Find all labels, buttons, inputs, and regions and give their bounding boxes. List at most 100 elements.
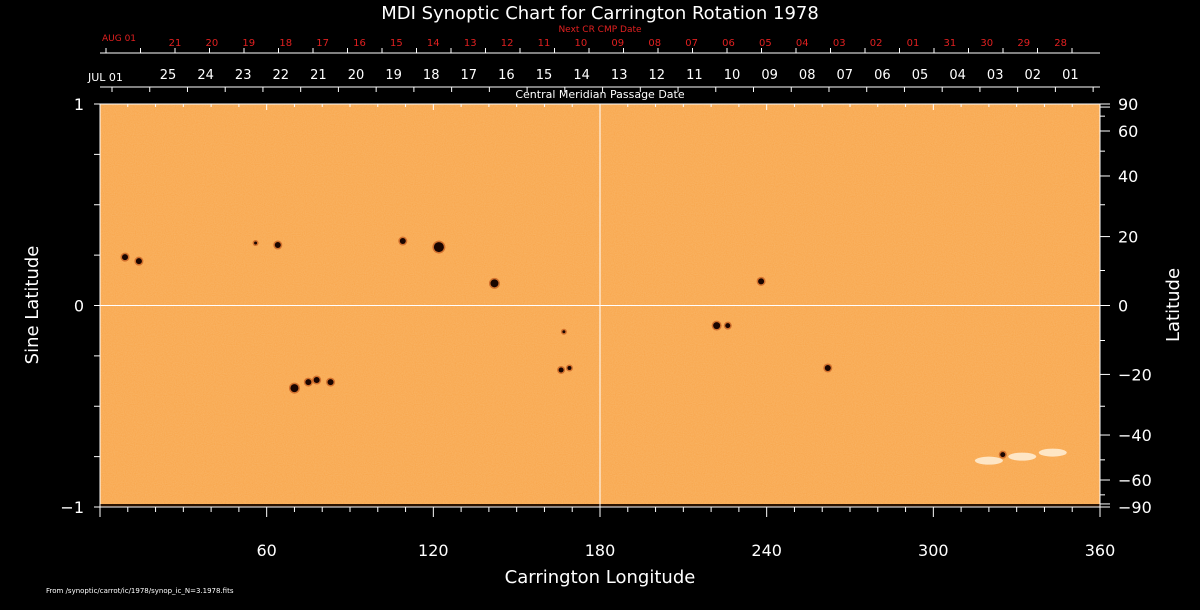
next-cmp-date-label: 11 <box>538 38 551 49</box>
y-axis-left: 1 0 −1 <box>60 95 100 517</box>
sunspots <box>120 236 1007 459</box>
cmp-date-label: 02 <box>1025 68 1042 83</box>
sunspot <box>327 379 334 386</box>
next-cmp-date-label: 08 <box>648 38 661 49</box>
sunspot <box>433 242 444 253</box>
cmp-date-label: 06 <box>874 68 891 83</box>
next-cmp-date-label: 19 <box>242 38 255 49</box>
y-tick-label-right: 60 <box>1118 122 1138 141</box>
sunspot <box>290 384 299 393</box>
y-tick-label-right: 90 <box>1118 95 1138 114</box>
white-patches <box>974 448 1067 465</box>
cmp-date-label: 11 <box>686 68 703 83</box>
cmp-date-label: 21 <box>310 68 327 83</box>
next-cmp-date-label: 15 <box>390 38 403 49</box>
cmp-date-label: 08 <box>799 68 816 83</box>
next-cmp-date-label: 14 <box>427 38 440 49</box>
next-cmp-date-label: 20 <box>206 38 219 49</box>
next-cmp-date-label: 06 <box>722 38 735 49</box>
next-cmp-axis: 21 20 19 18 17 16 15 14 13 12 11 10 09 08 07 06 05 04 03 02… <box>100 38 1100 54</box>
y-tick-label-right: 0 <box>1118 297 1128 316</box>
next-cmp-caption: Next CR CMP Date <box>558 25 642 35</box>
next-cmp-date-label: 04 <box>796 38 809 49</box>
next-cmp-date-label: 17 <box>316 38 329 49</box>
sunspot <box>122 254 128 261</box>
white-patch <box>974 456 1003 465</box>
next-cmp-date-label: 02 <box>870 38 883 49</box>
y-axis-label-left: Sine Latitude <box>22 246 43 365</box>
next-cmp-date-label: 31 <box>944 38 957 49</box>
next-cmp-start-label: AUG 01 <box>102 34 136 44</box>
cmp-start-label: JUL 01 <box>87 71 123 84</box>
y-axis-label-right: Latitude <box>1163 268 1184 342</box>
sunspot <box>558 367 564 373</box>
cmp-date-label: 22 <box>273 68 290 83</box>
sunspot <box>399 238 406 245</box>
y-tick-label-right: 20 <box>1118 228 1138 247</box>
next-cmp-date-label: 09 <box>611 38 624 49</box>
white-patch <box>1008 452 1037 461</box>
next-cmp-date-label: 03 <box>833 38 846 49</box>
sunspot <box>725 323 731 329</box>
next-cmp-date-label: 07 <box>685 38 698 49</box>
x-axis: 60 120 180 240 300 360 <box>99 104 1116 560</box>
cmp-date-label: 10 <box>724 68 741 83</box>
x-axis-label: Carrington Longitude <box>505 567 696 588</box>
chart-title: MDI Synoptic Chart for Carrington Rotati… <box>381 3 819 24</box>
next-cmp-date-label: 30 <box>980 38 993 49</box>
y-tick-label-left: 1 <box>74 95 84 114</box>
sunspot <box>713 322 721 330</box>
cmp-date-label: 18 <box>423 68 440 83</box>
cmp-date-label: 05 <box>912 68 929 83</box>
sunspot <box>274 242 281 249</box>
y-tick-label-left: −1 <box>60 498 84 517</box>
cmp-caption: Central Meridian Passage Date <box>515 88 684 101</box>
x-tick-label: 300 <box>918 541 949 560</box>
y-tick-label-left: 0 <box>74 297 84 316</box>
cmp-date-label: 13 <box>611 68 628 83</box>
cmp-date-label: 23 <box>235 68 252 83</box>
sunspot <box>567 365 572 370</box>
cmp-date-label: 09 <box>761 68 778 83</box>
next-cmp-date-label: 01 <box>907 38 920 49</box>
next-cmp-date-label: 18 <box>279 38 292 49</box>
white-patch <box>1038 448 1067 457</box>
next-cmp-date-label: 13 <box>464 38 477 49</box>
cmp-date-label: 19 <box>385 68 402 83</box>
sunspot <box>1000 452 1006 458</box>
next-cmp-date-label: 12 <box>501 38 514 49</box>
next-cmp-date-label: 28 <box>1054 38 1067 49</box>
cmp-date-label: 17 <box>461 68 478 83</box>
sunspot <box>305 379 312 386</box>
next-cmp-date-label: 16 <box>353 38 366 49</box>
x-tick-label: 120 <box>418 541 449 560</box>
y-axis-right: 90 60 40 20 0 −20 −40 −60 −90 <box>1100 95 1152 517</box>
cmp-date-label: 04 <box>949 68 966 83</box>
source-footnote: From /synoptic/carrot/ic/1978/synop_ic_N… <box>46 587 234 595</box>
cmp-date-label: 24 <box>197 68 214 83</box>
cmp-date-label: 20 <box>348 68 365 83</box>
sunspot <box>824 364 831 371</box>
x-tick-label: 360 <box>1085 541 1116 560</box>
cmp-axis: 25 24 23 22 21 20 19 18 17 16 15 14 13 12 11 10 09 08 07 06… <box>100 68 1100 92</box>
cmp-date-label: 12 <box>649 68 666 83</box>
next-cmp-date-label: 05 <box>759 38 772 49</box>
next-cmp-date-label: 10 <box>575 38 588 49</box>
sunspot <box>562 330 566 334</box>
next-cmp-date-label: 29 <box>1017 38 1030 49</box>
x-tick-label: 60 <box>256 541 276 560</box>
next-cmp-date-label: 21 <box>169 38 182 49</box>
cmp-date-label: 07 <box>837 68 854 83</box>
x-tick-label: 180 <box>585 541 616 560</box>
y-tick-label-right: −90 <box>1118 498 1152 517</box>
y-tick-label-right: −20 <box>1118 365 1152 384</box>
sunspot <box>135 258 142 265</box>
cmp-date-label: 14 <box>573 68 590 83</box>
y-tick-label-right: −40 <box>1118 426 1152 445</box>
x-tick-label: 240 <box>751 541 782 560</box>
sunspot <box>758 278 765 285</box>
cmp-date-label: 25 <box>160 68 177 83</box>
sunspot <box>254 241 258 245</box>
sunspot <box>313 377 320 384</box>
